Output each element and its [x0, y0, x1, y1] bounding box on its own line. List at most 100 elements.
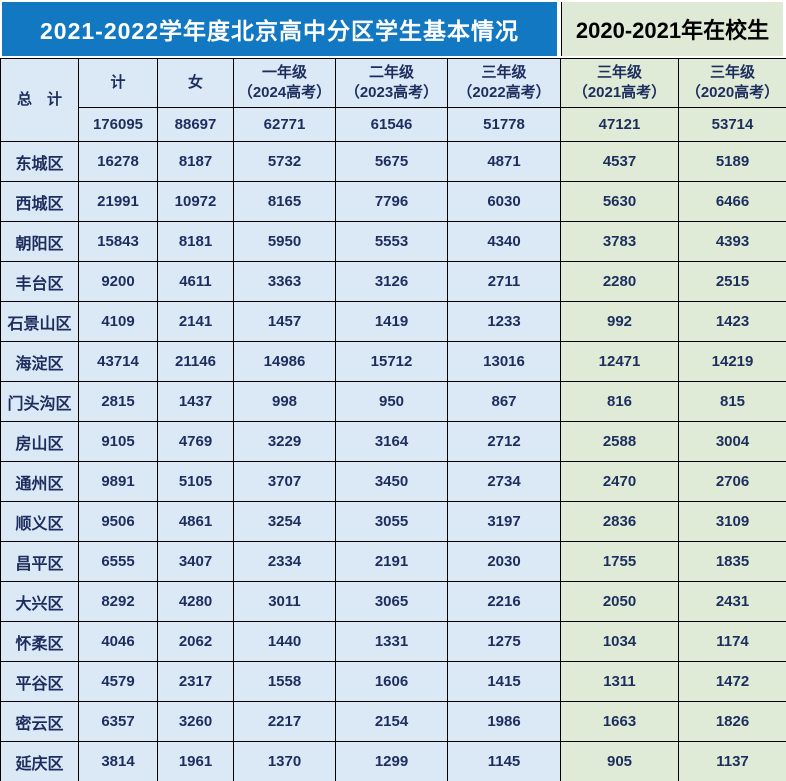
value-cell: 2062 [157, 621, 234, 662]
value-cell: 4280 [157, 581, 234, 622]
value-cell: 9891 [78, 461, 158, 502]
value-cell: 6555 [78, 541, 158, 582]
value-cell: 8187 [157, 141, 234, 182]
column-header-line2: （2024高考） [237, 84, 332, 101]
column-header-line1: 三年级 [709, 63, 755, 81]
value-cell: 2317 [157, 661, 234, 702]
table-row: 平谷区 4579 2317 1558 1606 1415 1311 1472 [0, 661, 786, 702]
district-name-cell: 平谷区 [0, 661, 79, 702]
value-cell: 2216 [447, 581, 561, 622]
value-cell: 3004 [678, 421, 786, 462]
value-cell: 5950 [233, 221, 336, 262]
value-cell: 2470 [560, 461, 679, 502]
value-cell: 1275 [447, 621, 561, 662]
value-cell: 905 [560, 741, 679, 781]
value-cell: 1415 [447, 661, 561, 702]
value-cell: 9200 [78, 261, 158, 302]
district-name-cell: 石景山区 [0, 301, 79, 342]
value-cell: 15712 [335, 341, 448, 382]
district-name-cell: 海淀区 [0, 341, 79, 382]
value-cell: 1370 [233, 741, 336, 781]
column-header-1: 女 [157, 58, 234, 108]
value-cell: 2588 [560, 421, 679, 462]
value-cell: 13016 [447, 341, 561, 382]
value-cell: 815 [678, 381, 786, 422]
table-row: 门头沟区 2815 1437 998 950 867 816 815 [0, 381, 786, 422]
value-cell: 7796 [335, 181, 448, 222]
value-cell: 1457 [233, 301, 336, 342]
value-cell: 14219 [678, 341, 786, 382]
district-name-cell: 密云区 [0, 701, 79, 742]
value-cell: 1826 [678, 701, 786, 742]
value-cell: 4340 [447, 221, 561, 262]
value-cell: 950 [335, 381, 448, 422]
value-cell: 3109 [678, 501, 786, 542]
column-header-line2: （2023高考） [344, 84, 439, 101]
header-row: 总 计 计女一年级 （2024高考） 二年级 （2023高考） 三年级 （2022高考）三… [0, 58, 786, 142]
value-cell: 998 [233, 381, 336, 422]
value-cell: 4046 [78, 621, 158, 662]
value-cell: 1174 [678, 621, 786, 662]
value-cell: 2711 [447, 261, 561, 302]
column-header-2: 一年级 （2024高考） [233, 58, 336, 108]
table-row: 石景山区 4109 2141 1457 1419 1233 992 1423 [0, 301, 786, 342]
table-row: 丰台区 9200 4611 3363 3126 2711 2280 2515 [0, 261, 786, 302]
value-cell: 9506 [78, 501, 158, 542]
value-cell: 2334 [233, 541, 336, 582]
value-cell: 1663 [560, 701, 679, 742]
value-cell: 2836 [560, 501, 679, 542]
value-cell: 5189 [678, 141, 786, 182]
value-cell: 1606 [335, 661, 448, 702]
table-row: 大兴区 8292 4280 3011 3065 2216 2050 2431 [0, 581, 786, 622]
table-row: 昌平区 6555 3407 2334 2191 2030 1755 1835 [0, 541, 786, 582]
column-header-line2: （2021高考） [572, 84, 667, 101]
district-name-cell: 大兴区 [0, 581, 79, 622]
value-cell: 2712 [447, 421, 561, 462]
value-cell: 21146 [157, 341, 234, 382]
value-cell: 2280 [560, 261, 679, 302]
table-row: 西城区 21991 10972 8165 7796 6030 5630 6466 [0, 181, 786, 222]
title-bar: 2021-2022学年度北京高中分区学生基本情况 2020-2021年在校生 [0, 0, 786, 58]
district-name-cell: 顺义区 [0, 501, 79, 542]
column-header-line1: 二年级 [368, 63, 414, 81]
value-cell: 5630 [560, 181, 679, 222]
value-cell: 2191 [335, 541, 448, 582]
main-title: 2021-2022学年度北京高中分区学生基本情况 [2, 2, 557, 56]
district-name-cell: 丰台区 [0, 261, 79, 302]
total-cell-4: 51778 [447, 107, 561, 142]
column-header-6: 三年级 （2020高考） [678, 58, 786, 108]
value-cell: 4109 [78, 301, 158, 342]
table-row: 顺义区 9506 4861 3254 3055 3197 2836 3109 [0, 501, 786, 542]
value-cell: 10972 [157, 181, 234, 222]
value-cell: 992 [560, 301, 679, 342]
value-cell: 43714 [78, 341, 158, 382]
table-row: 朝阳区 15843 8181 5950 5553 4340 3783 4393 [0, 221, 786, 262]
total-cell-6: 53714 [678, 107, 786, 142]
value-cell: 4871 [447, 141, 561, 182]
value-cell: 1299 [335, 741, 448, 781]
value-cell: 867 [447, 381, 561, 422]
column-header-3: 二年级 （2023高考） [335, 58, 448, 108]
value-cell: 4769 [157, 421, 234, 462]
value-cell: 8181 [157, 221, 234, 262]
value-cell: 3164 [335, 421, 448, 462]
value-cell: 1440 [233, 621, 336, 662]
value-cell: 6030 [447, 181, 561, 222]
value-cell: 2154 [335, 701, 448, 742]
value-cell: 4611 [157, 261, 234, 302]
secondary-title: 2020-2021年在校生 [561, 2, 783, 56]
value-cell: 4537 [560, 141, 679, 182]
district-name-cell: 房山区 [0, 421, 79, 462]
column-header-5: 三年级 （2021高考） [560, 58, 679, 108]
district-name-cell: 朝阳区 [0, 221, 79, 262]
value-cell: 3260 [157, 701, 234, 742]
total-cell-0: 176095 [78, 107, 158, 142]
district-name-cell: 门头沟区 [0, 381, 79, 422]
value-cell: 3363 [233, 261, 336, 302]
total-cell-1: 88697 [157, 107, 234, 142]
district-name-cell: 东城区 [0, 141, 79, 182]
district-name-cell: 通州区 [0, 461, 79, 502]
table-row: 房山区 9105 4769 3229 3164 2712 2588 3004 [0, 421, 786, 462]
value-cell: 3055 [335, 501, 448, 542]
column-header-line2: （2020高考） [685, 84, 780, 101]
